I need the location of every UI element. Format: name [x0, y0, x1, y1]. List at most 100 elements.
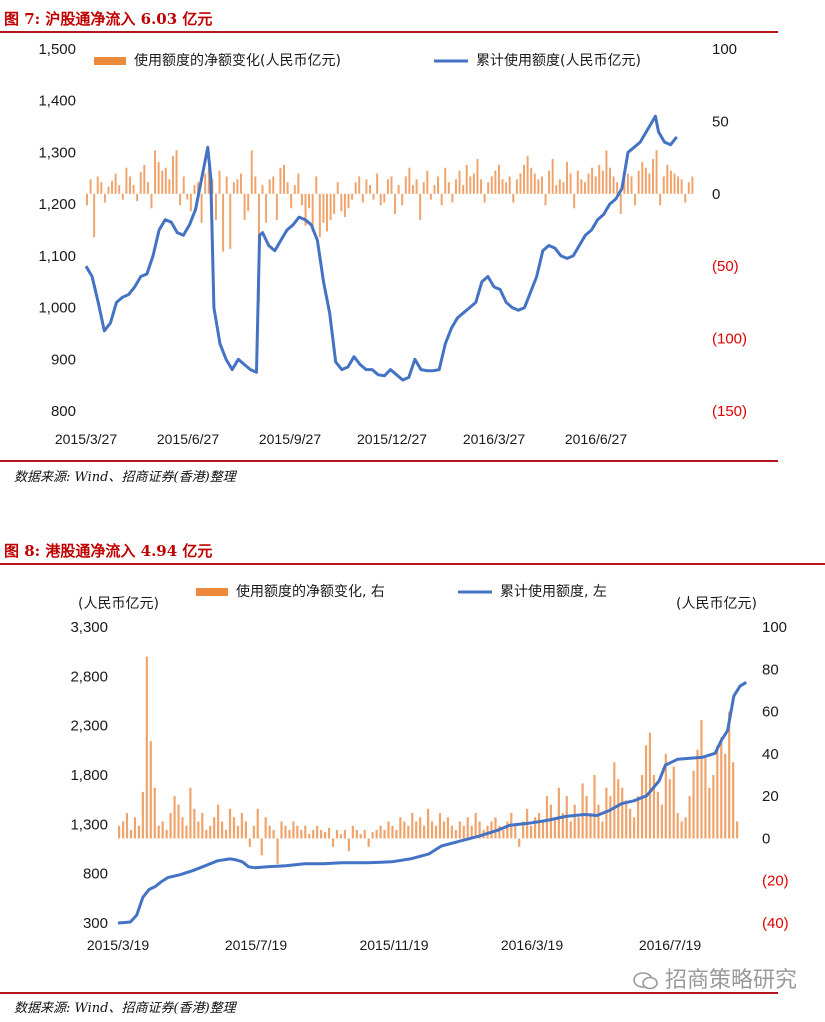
- net-change-bar: [221, 821, 224, 839]
- net-change-bar: [430, 821, 434, 839]
- net-change-bar: [580, 179, 583, 194]
- right-axis-unit: (人民币亿元): [676, 596, 757, 612]
- net-change-bar: [114, 173, 117, 194]
- figure-7-bottom-rule: [0, 460, 778, 462]
- left-axis-tick-label: 1,400: [38, 93, 76, 110]
- net-change-bar: [240, 173, 243, 194]
- net-change-bar: [132, 185, 135, 194]
- net-change-bar: [617, 779, 620, 839]
- net-change-bar: [677, 176, 680, 194]
- figure-8-title: 图 8: 港股通净流入 4.94 亿元: [4, 542, 213, 560]
- net-change-bar: [268, 179, 271, 194]
- net-change-bar: [397, 185, 400, 194]
- net-change-bar: [434, 825, 438, 839]
- net-change-bar: [605, 150, 608, 194]
- net-change-bar: [383, 829, 386, 839]
- net-change-bar: [673, 173, 676, 194]
- net-change-bar: [609, 796, 612, 839]
- net-change-bar: [613, 762, 616, 839]
- net-change-bar: [177, 804, 180, 839]
- net-change-bar: [244, 821, 247, 839]
- net-change-bar: [347, 838, 350, 852]
- net-change-bar: [371, 832, 374, 839]
- net-change-bar: [490, 821, 493, 839]
- net-change-bar: [458, 170, 461, 194]
- net-change-bar: [252, 825, 255, 839]
- net-change-bar: [419, 193, 422, 220]
- net-change-bar: [145, 656, 148, 839]
- net-change-bar: [171, 156, 174, 194]
- net-change-bar: [483, 193, 486, 203]
- net-change-bar: [594, 176, 597, 194]
- net-change-bar: [601, 821, 604, 839]
- net-change-bar: [426, 170, 429, 194]
- net-change-bar: [437, 176, 440, 194]
- net-change-bar: [232, 817, 236, 839]
- figure-7-title: 图 7: 沪股通净流入 6.03 亿元: [4, 10, 213, 28]
- net-change-bar: [404, 176, 407, 194]
- net-change-bar: [243, 193, 246, 220]
- x-axis-tick-label: 2015/3/19: [87, 937, 149, 953]
- left-axis-tick-label: 1,800: [70, 767, 108, 784]
- figure-8-bottom-rule: [0, 992, 778, 994]
- net-change-bar: [387, 821, 390, 839]
- net-change-bar: [458, 821, 461, 839]
- net-change-bar: [193, 808, 196, 839]
- net-change-bar: [141, 791, 144, 839]
- net-change-bar: [107, 186, 110, 194]
- net-change-bar: [566, 161, 569, 194]
- net-change-bar: [250, 150, 253, 194]
- net-change-bar: [660, 804, 663, 839]
- net-change-bar: [728, 711, 731, 839]
- net-change-bar: [537, 179, 540, 194]
- net-change-bar: [181, 817, 184, 839]
- net-change-bar: [644, 167, 647, 194]
- net-change-bar: [157, 161, 160, 194]
- net-change-bar: [680, 821, 683, 839]
- net-change-bar: [664, 753, 667, 839]
- net-change-bar: [512, 193, 515, 203]
- net-change-bar: [478, 821, 481, 839]
- legend-line-label: 累计使用额度(人民币亿元): [476, 52, 641, 69]
- figure-7-top-rule: [0, 31, 778, 33]
- net-change-bar: [265, 193, 268, 223]
- net-change-bar: [465, 164, 468, 194]
- net-change-bar: [189, 787, 192, 839]
- net-change-bar: [557, 787, 560, 839]
- net-change-bar: [593, 775, 596, 839]
- net-change-bar: [462, 185, 465, 194]
- net-change-bar: [165, 829, 168, 839]
- net-change-bar: [621, 787, 624, 839]
- net-change-bar: [616, 182, 619, 194]
- right-axis-tick-label: (40): [762, 915, 789, 932]
- net-change-bar: [343, 829, 347, 839]
- net-change-bar: [367, 838, 370, 847]
- net-change-bar: [589, 813, 592, 839]
- net-change-bar: [268, 825, 271, 839]
- net-change-bar: [630, 176, 633, 194]
- net-change-bar: [316, 825, 319, 839]
- net-change-bar: [351, 825, 354, 839]
- net-change-bar: [573, 804, 576, 839]
- right-axis-tick-label: (100): [712, 331, 747, 348]
- x-axis-tick-label: 2015/9/27: [259, 431, 321, 447]
- net-change-bar: [354, 182, 357, 194]
- net-change-bar: [229, 193, 232, 249]
- net-change-bar: [712, 775, 715, 839]
- net-change-bar: [555, 185, 558, 194]
- net-change-bar: [399, 817, 402, 839]
- net-change-bar: [480, 179, 483, 194]
- net-change-bar: [363, 829, 366, 839]
- net-change-bar: [217, 804, 220, 839]
- net-change-bar: [293, 185, 296, 194]
- net-change-bar: [185, 825, 188, 839]
- net-change-bar: [207, 167, 210, 194]
- net-change-bar: [522, 821, 525, 839]
- net-change-bar: [133, 817, 137, 839]
- net-change-bar: [260, 838, 263, 856]
- net-change-bar: [394, 193, 397, 215]
- net-change-bar: [668, 779, 671, 839]
- net-change-bar: [597, 804, 600, 839]
- net-change-bar: [272, 176, 275, 194]
- net-change-bar: [173, 796, 176, 839]
